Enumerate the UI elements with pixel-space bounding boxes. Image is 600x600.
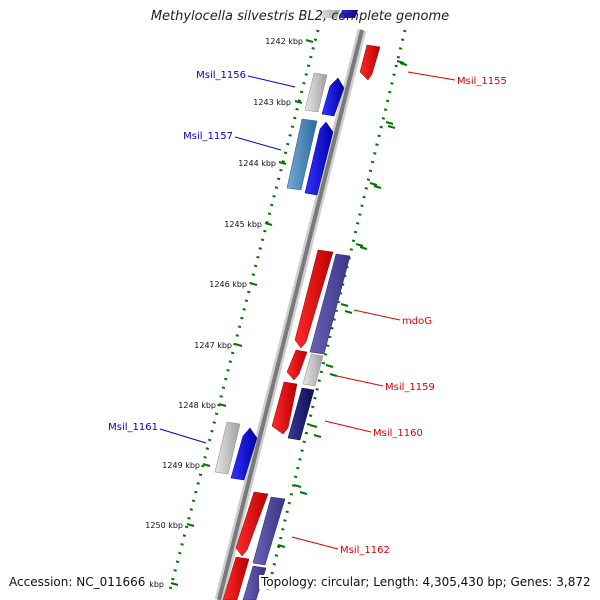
- gene-label[interactable]: Msil_1155: [457, 76, 507, 87]
- gene-msil-1156[interactable]: [321, 77, 345, 117]
- tick-label: kbp: [149, 580, 164, 589]
- tick-mark-outer: [340, 303, 349, 307]
- tick-mark-outer: [369, 182, 378, 186]
- tick-label: 1247 kbp: [194, 341, 232, 350]
- tick-label: 1243 kbp: [253, 98, 291, 107]
- tick-mark-outer: [325, 364, 334, 368]
- tick-mark-inner: [294, 100, 303, 104]
- leader-line: [291, 536, 339, 550]
- tick-mark-inner: [264, 222, 273, 226]
- gene-msil-1161-gray[interactable]: [214, 421, 241, 475]
- tick-mark-inner: [170, 582, 179, 586]
- leader-line: [353, 309, 401, 321]
- tick-mark-outer: [355, 243, 364, 247]
- tick-mark-outer: [396, 60, 405, 64]
- leader-line: [159, 428, 207, 444]
- tick-mark-inner: [186, 523, 195, 527]
- tick-mark-inner: [234, 343, 243, 347]
- tick-mark-outer: [373, 185, 382, 189]
- tick-label: 1244 kbp: [238, 159, 276, 168]
- tick-mark-outer: [293, 484, 302, 488]
- tick-mark-outer: [313, 434, 322, 438]
- gene-mdog[interactable]: [294, 249, 334, 349]
- tick-mark-inner: [218, 403, 227, 407]
- label-leader-lines: [159, 71, 456, 550]
- tick-mark-inner: [202, 463, 211, 467]
- gene-labels: Msil_1155 Msil_1156 Msil_1157 mdoG Msil_1159…: [108, 70, 507, 556]
- map-title: Methylocella silvestris BL2, complete ge…: [150, 9, 450, 24]
- gene-top-gray[interactable]: [319, 10, 340, 18]
- gene-bottom-red[interactable]: [222, 556, 250, 600]
- tick-mark-outer: [277, 544, 286, 548]
- tick-label: 1242 kbp: [265, 37, 303, 46]
- gene-msil-1159[interactable]: [286, 349, 308, 381]
- tick-mark-outer: [385, 121, 394, 125]
- gene-msil-1159-gray[interactable]: [302, 353, 324, 387]
- gene-label[interactable]: Msil_1159: [385, 382, 435, 393]
- tick-label: 1250 kbp: [145, 521, 183, 530]
- leader-line: [336, 375, 384, 387]
- gene-label[interactable]: mdoG: [402, 316, 432, 327]
- gene-msil-1162[interactable]: [235, 491, 269, 557]
- gene-msil-1162-purple[interactable]: [252, 496, 286, 566]
- gene-msil-1157[interactable]: [304, 121, 334, 196]
- leader-line: [234, 136, 282, 151]
- gene-mdog-purple[interactable]: [309, 253, 351, 355]
- gene-msil-1156-gray[interactable]: [304, 72, 328, 113]
- leader-line: [407, 71, 456, 81]
- gene-features: [214, 10, 381, 600]
- gc-ring-outer: [266, 29, 407, 591]
- gene-msil-1161[interactable]: [230, 427, 258, 481]
- gene-label[interactable]: Msil_1156: [196, 70, 246, 81]
- gene-label[interactable]: Msil_1161: [108, 422, 158, 433]
- tick-mark-outer: [329, 373, 338, 377]
- gene-top-blue[interactable]: [339, 10, 358, 18]
- tick-label: 1245 kbp: [224, 220, 262, 229]
- gene-msil-1160-navy[interactable]: [287, 387, 315, 441]
- tick-label: 1249 kbp: [162, 461, 200, 470]
- tick-mark-inner: [278, 161, 287, 165]
- tick-mark-outer: [299, 491, 308, 495]
- tick-labels: 1242 kbp 1243 kbp 1244 kbp 1245 kbp 1246 kbp…: [145, 37, 303, 589]
- backbone-ring: [214, 28, 367, 600]
- gene-msil-1155[interactable]: [359, 44, 381, 81]
- tick-mark-outer: [387, 125, 396, 129]
- accession-text: Accession: NC_011666: [7, 575, 148, 589]
- gene-msil-1157-steel[interactable]: [286, 118, 318, 191]
- gene-label[interactable]: Msil_1157: [183, 131, 233, 142]
- leader-line: [247, 75, 296, 88]
- tick-label: 1246 kbp: [209, 280, 247, 289]
- tick-mark-outer: [399, 62, 408, 66]
- tick-marks: [170, 39, 408, 586]
- gc-ring-inner: [168, 29, 320, 591]
- genome-summary: Topology: circular; Length: 4,305,430 bp…: [259, 575, 593, 589]
- tick-mark-inner: [249, 282, 258, 286]
- leader-line: [324, 420, 372, 433]
- gene-label[interactable]: Msil_1162: [340, 545, 390, 556]
- gene-bottom-purple[interactable]: [242, 565, 267, 600]
- tick-label: 1248 kbp: [178, 401, 216, 410]
- tick-mark-outer: [309, 424, 318, 428]
- tick-mark-inner: [305, 39, 314, 43]
- gene-msil-1160[interactable]: [271, 381, 298, 435]
- tick-mark-outer: [344, 310, 353, 314]
- gene-label[interactable]: Msil_1160: [373, 428, 423, 439]
- tick-mark-outer: [359, 246, 368, 250]
